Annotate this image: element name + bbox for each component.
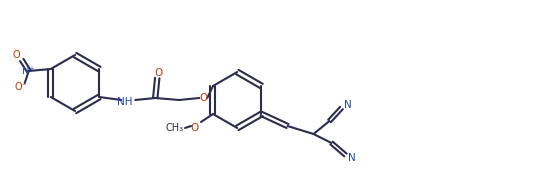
Text: O: O bbox=[191, 123, 199, 133]
Text: O: O bbox=[154, 68, 162, 78]
Text: N: N bbox=[348, 153, 355, 163]
Text: O: O bbox=[199, 93, 207, 103]
Text: CH₃: CH₃ bbox=[166, 123, 184, 133]
Text: NH: NH bbox=[117, 97, 133, 107]
Text: O⁻: O⁻ bbox=[14, 82, 27, 92]
Text: N: N bbox=[343, 100, 351, 110]
Text: N⁺: N⁺ bbox=[22, 66, 35, 76]
Text: O: O bbox=[13, 50, 21, 60]
